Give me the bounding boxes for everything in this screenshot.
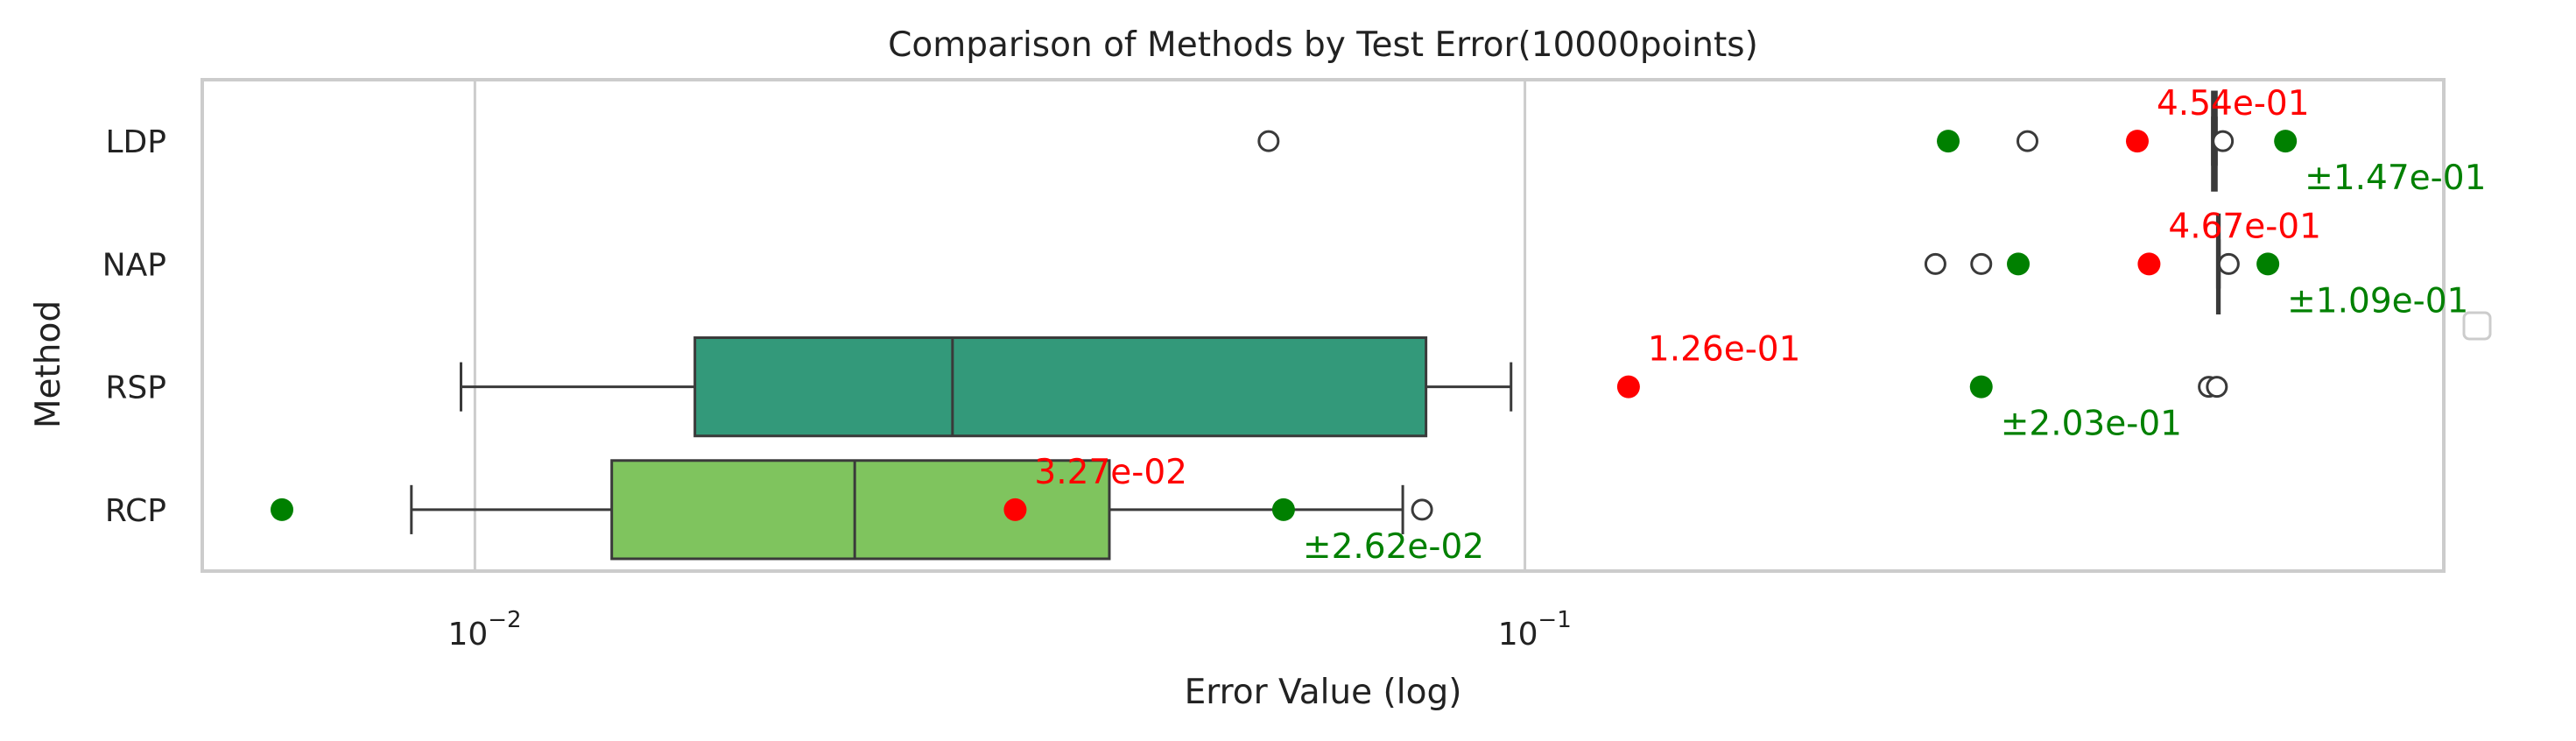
x-axis-label: Error Value (log) xyxy=(1185,673,1462,712)
y-tick-label: LDP xyxy=(106,124,167,160)
box-rsp xyxy=(693,336,1428,438)
std-point xyxy=(2256,252,2280,276)
mean-point xyxy=(1003,498,1027,521)
outlier-point xyxy=(2212,130,2235,152)
mean-label: 4.67e-01 xyxy=(2168,207,2321,246)
std-label: ±2.62e-02 xyxy=(1303,527,1484,567)
points xyxy=(270,130,2298,521)
std-label: ±1.47e-01 xyxy=(2305,159,2486,198)
y-tick-label: RCP xyxy=(105,493,166,529)
std-point xyxy=(2274,130,2298,153)
outlier-point xyxy=(1257,130,1280,152)
mean-point xyxy=(2125,130,2149,153)
outlier-point xyxy=(2217,252,2240,275)
std-label: ±2.03e-01 xyxy=(2001,405,2182,444)
annotations: 4.54e-01 ±1.47e-01 4.67e-01 ±1.09e-01 1.26e-… xyxy=(1034,84,2486,567)
legend-box xyxy=(2462,311,2492,341)
chart-title: Comparison of Methods by Test Error(1000… xyxy=(888,25,1758,65)
outlier-point xyxy=(1970,252,1993,275)
mean-label: 1.26e-01 xyxy=(1648,330,1801,370)
x-tick-exponent: −2 xyxy=(488,607,521,633)
outlier-point xyxy=(1924,252,1946,275)
plot-area-frame xyxy=(201,78,2446,573)
x-tick-label: 10 xyxy=(1498,617,1538,653)
y-tick-label: RSP xyxy=(105,370,166,406)
std-point xyxy=(1969,375,1993,399)
outlier-point xyxy=(2016,130,2039,152)
std-point xyxy=(1937,130,1960,153)
y-tick-label: NAP xyxy=(102,247,166,283)
x-tick-label: 10 xyxy=(447,617,488,653)
mean-label: 3.27e-02 xyxy=(1034,453,1187,492)
mean-point xyxy=(2137,252,2161,276)
mean-label: 4.54e-01 xyxy=(2157,84,2310,124)
outlier-point xyxy=(1411,498,1433,521)
outlier-point xyxy=(2206,376,2228,399)
grid-lines xyxy=(473,80,1527,571)
std-label: ±1.09e-01 xyxy=(2287,281,2468,321)
x-tick-exponent: −1 xyxy=(1538,607,1571,633)
std-point xyxy=(2007,252,2031,276)
boxes xyxy=(410,90,2221,561)
std-point xyxy=(1271,498,1295,521)
std-point xyxy=(270,498,293,521)
mean-point xyxy=(1616,375,1640,399)
y-axis-label: Method xyxy=(29,300,68,428)
